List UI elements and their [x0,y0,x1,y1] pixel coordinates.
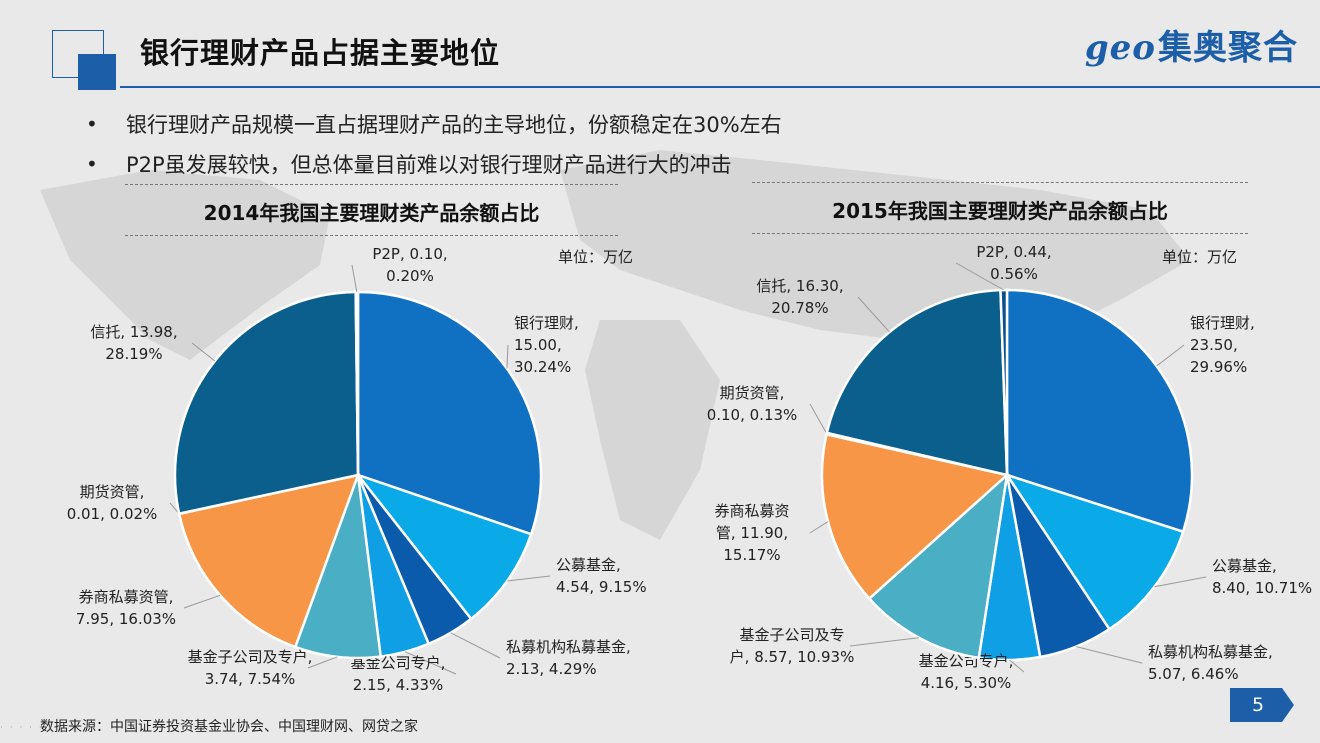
pie-slice [999,288,1009,476]
brand-logo-latin: geo [1084,28,1156,68]
bullet-marker: • [86,152,98,176]
leader-line [1009,659,1025,673]
unit-label-2014: 单位：万亿 [558,248,634,266]
chart-title-2015: 2015年我国主要理财类产品余额占比 [832,199,1168,223]
leader-line [1076,646,1143,664]
page-number: 5 [1251,694,1265,716]
brand-logo-cn: 集奥聚合 [1158,28,1298,68]
slice-label: 私募机构私募基金, 2.13, 4.29% [506,638,631,678]
slice-label: 银行理财, 15.00, 30.24% [514,314,579,376]
slice-label: 基金公司专户, 2.15, 4.33% [351,654,446,694]
pie-slice [1003,472,1185,631]
title-divider [120,86,1320,88]
leader-line [809,521,829,534]
leader-line [507,575,551,582]
page-title: 银行理财产品占据主要地位 [140,36,501,70]
data-source-note: 数据来源：中国证券投资基金业协会、中国理财网、网贷之家 [40,719,418,735]
bullet-item: • 银行理财产品规模一直占据理财产品的主导地位，份额稳定在30%左右 [86,104,782,144]
leader-line [506,344,509,369]
leader-line [1154,576,1207,588]
leader-line [1156,344,1185,367]
slice-label: 信托, 13.98, 28.19% [90,323,177,363]
slice-label: 期货资管, 0.10, 0.13% [707,384,798,424]
leader-line [450,632,501,659]
page-number-badge: 5 [1230,688,1294,722]
leader-line [307,656,338,669]
slice-label: 基金子公司及专户, 8.57, 10.93% [730,626,855,666]
leader-line [849,637,919,647]
slice-label: 信托, 16.30, 20.78% [756,277,843,317]
leader-line [809,403,828,434]
leader-line [955,262,1004,291]
bullet-text: P2P虽发展较快，但总体量目前难以对银行理财产品进行大的冲击 [126,153,732,177]
decorative-dots: · · · · · · [0,723,54,733]
bullet-text: 银行理财产品规模一直占据理财产品的主导地位，份额稳定在30%左右 [126,113,782,137]
bullet-marker: • [86,112,98,136]
page-number-arrow [1230,688,1294,722]
chart-title-2014: 2014年我国主要理财类产品余额占比 [203,201,540,225]
leader-line [351,264,358,293]
slice-label: 公募基金, 8.40, 10.71% [1212,557,1312,597]
bullet-list: • 银行理财产品规模一直占据理财产品的主导地位，份额稳定在30%左右 • P2P… [86,104,782,184]
pie-slice [825,288,1009,477]
bullet-item: • P2P虽发展较快，但总体量目前难以对银行理财产品进行大的冲击 [86,144,782,184]
pie-slice [867,471,1009,660]
slice-label: 银行理财, 23.50, 29.96% [1190,314,1255,376]
slice-label: 期货资管, 0.01, 0.02% [67,483,158,523]
pie-slice [356,290,543,536]
chart-divider [125,184,618,185]
pie-slice [354,472,533,621]
slice-label: 公募基金, 4.54, 9.15% [556,556,647,596]
slice-label: 券商私募资管, 11.90, 15.17% [714,502,789,564]
slice-label: P2P, 0.10, 0.20% [372,245,447,285]
pie-slice [1005,288,1194,534]
chart-divider [752,182,1248,183]
leader-line [404,651,457,675]
brand-logo: geo集奥聚合 [1085,20,1298,69]
leader-line [183,594,221,609]
pie-slice [177,473,360,649]
chart-divider [752,233,1248,234]
pie-slice [354,290,360,476]
slice-label: P2P, 0.44, 0.56% [976,243,1051,283]
logo-square [78,54,116,90]
leader-line [857,296,890,333]
unit-label-2015: 单位：万亿 [1162,248,1238,266]
slice-label: 基金子公司及专户, 3.74, 7.54% [188,648,313,688]
slice-label: 私募机构私募基金, 5.07, 6.46% [1148,643,1273,683]
pie-slice [173,290,360,516]
slice-label: 基金公司专户, 4.16, 5.30% [919,652,1014,692]
chart-divider [125,235,618,236]
slice-label: 券商私募资管, 7.95, 16.03% [76,588,176,628]
leader-line [191,342,216,362]
